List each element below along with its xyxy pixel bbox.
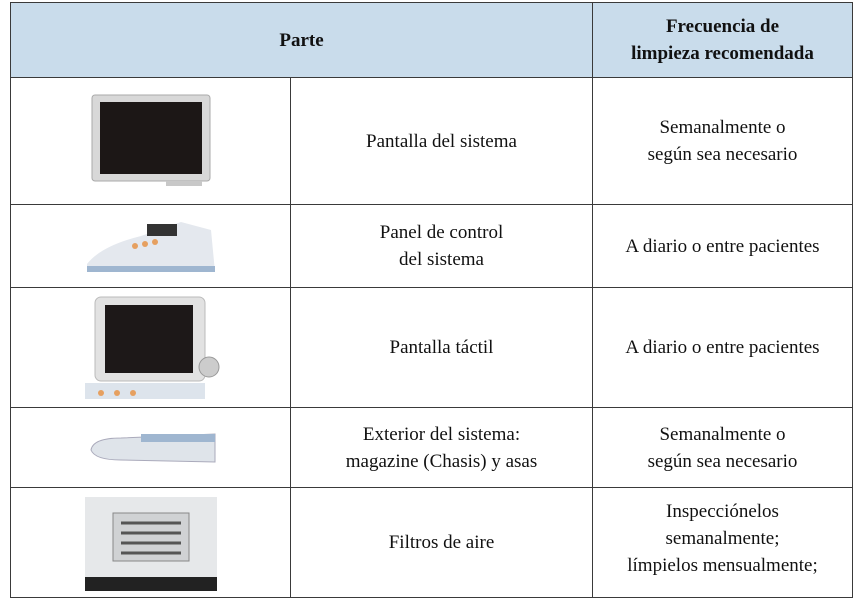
image-cell xyxy=(10,287,291,408)
air-filter-image xyxy=(84,496,217,591)
part-text: Exterior del sistema: xyxy=(362,423,521,445)
row: Filtros de aire Inspecciónelos semanalme… xyxy=(10,487,853,598)
frequency-text: según sea necesario xyxy=(647,450,798,472)
part-text: magazine (Chasis) y asas xyxy=(345,450,538,472)
frequency-text: límpielos mensualmente; xyxy=(627,555,818,576)
handle-image xyxy=(89,432,215,463)
monitor-image xyxy=(91,94,210,186)
row: Pantalla táctil A diario o entre pacient… xyxy=(10,287,853,408)
frequency-cell: Inspecciónelos semanalmente; límpielos m… xyxy=(592,487,853,598)
touch-screen-image xyxy=(84,296,219,399)
header-text: limpieza recomendada xyxy=(631,43,814,64)
image-cell xyxy=(10,204,291,288)
header-row: Parte Frecuencia de limpieza recomendada xyxy=(10,2,853,78)
frequency-text: Semanalmente o xyxy=(659,117,786,138)
part-cell: Filtros de aire xyxy=(290,487,593,598)
part-cell: Pantalla del sistema xyxy=(290,77,593,205)
frequency-cell: Semanalmente o según sea necesario xyxy=(592,77,853,205)
part-cell: Exterior del sistema: magazine (Chasis) … xyxy=(290,407,593,488)
row: Panel de control del sistema A diario o … xyxy=(10,204,853,288)
part-cell: Pantalla táctil xyxy=(290,287,593,408)
frequency-cell: A diario o entre pacientes xyxy=(592,204,853,288)
row: Pantalla del sistema Semanalmente o segú… xyxy=(10,77,853,205)
header-cell: Frecuencia de limpieza recomendada xyxy=(592,2,853,78)
part-text: del sistema xyxy=(399,249,484,270)
header-cell: Parte xyxy=(10,2,593,78)
frequency-cell: Semanalmente o según sea necesario xyxy=(592,407,853,488)
part-text: Pantalla del sistema xyxy=(366,130,517,152)
row: Exterior del sistema: magazine (Chasis) … xyxy=(10,407,853,488)
header-text: Parte xyxy=(279,29,324,51)
cleaning-table: Parte Frecuencia de limpieza recomendada… xyxy=(10,2,853,598)
frequency-text: Inspecciónelos xyxy=(666,501,779,522)
image-cell xyxy=(10,77,291,205)
control-panel-image xyxy=(86,222,215,272)
part-cell: Panel de control del sistema xyxy=(290,204,593,288)
image-cell xyxy=(10,487,291,598)
frequency-text: según sea necesario xyxy=(647,144,798,165)
part-text: Panel de control xyxy=(379,222,504,243)
frequency-text: A diario o entre pacientes xyxy=(625,235,820,257)
part-text: Filtros de aire xyxy=(388,532,495,553)
frequency-text: Semanalmente o xyxy=(659,423,786,445)
frequency-text: semanalmente; xyxy=(665,528,780,549)
image-cell xyxy=(10,407,291,488)
part-text: Pantalla táctil xyxy=(389,337,494,358)
header-text: Frecuencia de xyxy=(665,16,780,37)
frequency-text: A diario o entre pacientes xyxy=(625,337,820,358)
frequency-cell: A diario o entre pacientes xyxy=(592,287,853,408)
